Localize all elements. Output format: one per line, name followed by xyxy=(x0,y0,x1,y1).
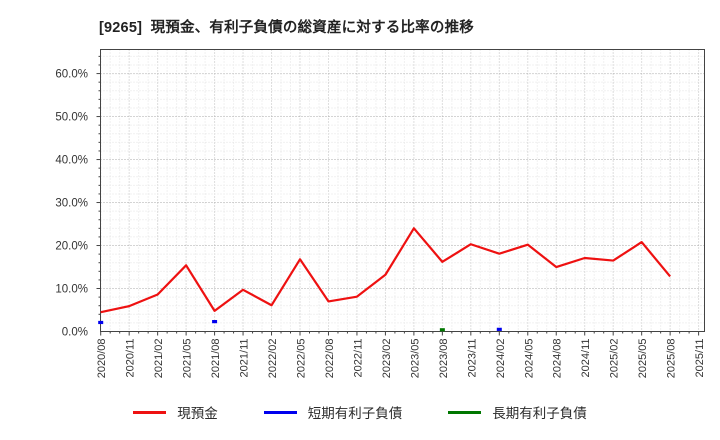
y-axis-tick-label: 30.0% xyxy=(55,198,88,210)
y-axis-tick-label: 20.0% xyxy=(55,241,88,253)
x-axis-tick-label: 2021/02 xyxy=(153,339,165,379)
legend-item-long-term-debt: 長期有利子負債 xyxy=(448,402,587,422)
x-axis-tick-label: 2023/11 xyxy=(466,339,478,378)
short-term-debt-point-marker xyxy=(98,320,104,325)
plot-border xyxy=(100,49,705,332)
y-axis-tick-label: 0.0% xyxy=(62,327,88,339)
legend-label-cash: 現預金 xyxy=(177,406,218,421)
y-axis-tick-label: 60.0% xyxy=(55,69,88,81)
y-axis-tick-label: 50.0% xyxy=(55,112,88,124)
x-axis-tick-label: 2025/05 xyxy=(637,339,649,379)
y-axis-tick-label: 10.0% xyxy=(55,284,88,296)
x-axis-tick-label: 2022/05 xyxy=(296,339,308,379)
x-axis-tick-label: 2025/08 xyxy=(666,339,678,379)
x-axis-tick-label: 2025/11 xyxy=(694,339,706,378)
x-axis-tick-label: 2024/11 xyxy=(580,339,592,378)
short-term-debt-point-marker xyxy=(212,320,218,324)
x-axis-tick-label: 2024/02 xyxy=(495,339,507,379)
legend-label-short-term-debt: 短期有利子負債 xyxy=(307,406,403,421)
cash-line xyxy=(100,227,671,314)
legend-label-long-term-debt: 長期有利子負債 xyxy=(492,406,587,421)
x-axis-tick-label: 2021/05 xyxy=(182,339,194,379)
x-axis-tick-label: 2022/08 xyxy=(324,339,336,379)
x-axis-tick-label: 2020/08 xyxy=(96,339,108,379)
chart-title: [9265] 現預金、有利子負債の総資産に対する比率の推移 xyxy=(99,20,474,36)
legend-item-short-term-debt: 短期有利子負債 xyxy=(263,402,403,422)
x-axis-tick-label: 2022/02 xyxy=(267,339,279,379)
x-axis-tick-label: 2023/02 xyxy=(381,339,393,379)
cash-line-swatch xyxy=(133,410,167,414)
short-term-debt-line-swatch xyxy=(263,410,297,414)
x-axis-tick-label: 2025/02 xyxy=(609,339,621,379)
x-axis-tick-label: 2023/05 xyxy=(409,339,421,379)
x-axis-tick-label: 2021/11 xyxy=(239,339,251,378)
x-axis-tick-label: 2024/08 xyxy=(552,339,564,379)
x-axis-tick-label: 2021/08 xyxy=(210,339,222,379)
long-term-debt-point-marker xyxy=(439,328,445,332)
x-axis-tick-label: 2024/05 xyxy=(523,339,535,379)
long-term-debt-line-swatch xyxy=(448,410,482,414)
x-axis-tick-label: 2023/08 xyxy=(438,339,450,379)
x-axis-tick-label: 2022/11 xyxy=(352,339,364,378)
chart-legend: 現預金 短期有利子負債 長期有利子負債 xyxy=(0,402,720,422)
short-term-debt-point-marker xyxy=(496,327,502,331)
legend-item-cash: 現預金 xyxy=(133,402,218,422)
y-axis-tick-label: 40.0% xyxy=(55,155,88,167)
x-axis-tick-label: 2020/11 xyxy=(125,339,137,378)
